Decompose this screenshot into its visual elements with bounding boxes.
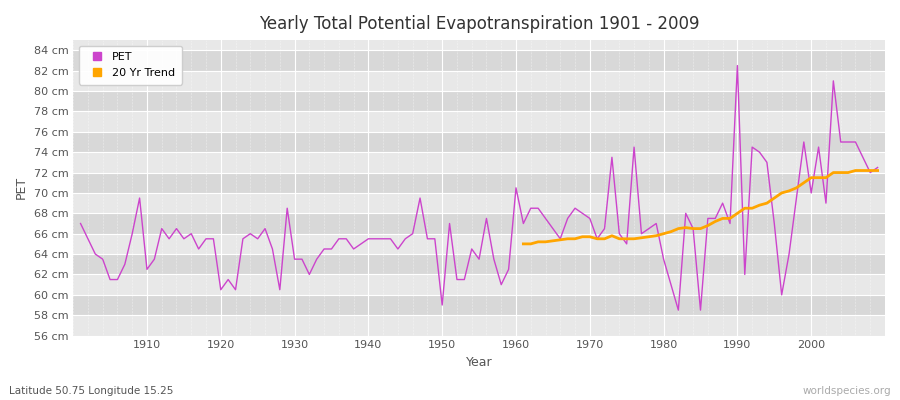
Bar	[73, 254, 885, 274]
Bar	[73, 234, 885, 254]
Bar	[73, 295, 885, 315]
Title: Yearly Total Potential Evapotranspiration 1901 - 2009: Yearly Total Potential Evapotranspiratio…	[259, 15, 699, 33]
Bar	[73, 132, 885, 152]
Bar	[73, 71, 885, 91]
Legend: PET, 20 Yr Trend: PET, 20 Yr Trend	[78, 46, 182, 84]
X-axis label: Year: Year	[466, 356, 492, 369]
Bar	[73, 152, 885, 172]
Bar	[73, 112, 885, 132]
Bar	[73, 315, 885, 336]
Bar	[73, 274, 885, 295]
Bar	[73, 213, 885, 234]
Bar	[73, 50, 885, 71]
Bar	[73, 172, 885, 193]
Text: Latitude 50.75 Longitude 15.25: Latitude 50.75 Longitude 15.25	[9, 386, 174, 396]
Bar	[73, 193, 885, 213]
Text: worldspecies.org: worldspecies.org	[803, 386, 891, 396]
Bar	[73, 91, 885, 112]
Y-axis label: PET: PET	[15, 176, 28, 200]
